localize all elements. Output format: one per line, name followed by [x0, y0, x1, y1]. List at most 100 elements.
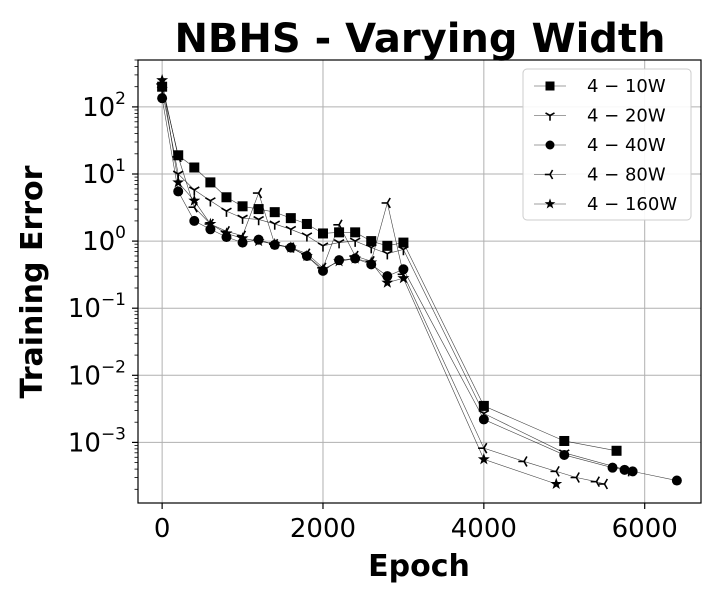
data-point [236, 232, 249, 244]
data-point [317, 242, 329, 252]
data-point [268, 237, 281, 250]
axis-ticks: 0 2000 4000 6000 10−3 10−2 10−1 100 101 102 [68, 59, 678, 544]
marker-stroke [177, 170, 184, 175]
data-point [570, 472, 580, 483]
data-point [204, 217, 217, 230]
data-point [478, 414, 489, 425]
data-point [559, 449, 570, 460]
legend-marker [545, 112, 555, 121]
data-point [366, 236, 377, 247]
plot-frame [137, 59, 702, 504]
legend-marker [545, 81, 555, 91]
data-point [550, 477, 563, 490]
data-point [300, 249, 313, 262]
data-point [478, 400, 489, 411]
marker-stroke [603, 478, 609, 485]
data-point [333, 239, 345, 249]
marker-stroke [483, 409, 490, 415]
data-point [349, 237, 361, 247]
legend-marker [544, 198, 556, 209]
data-point [188, 194, 201, 206]
data-point [237, 201, 248, 212]
data-point [156, 73, 169, 86]
data-point [189, 162, 200, 173]
legend-label: 4 − 40W [587, 135, 666, 156]
marker-stroke [205, 197, 211, 202]
marker-stroke [403, 245, 409, 251]
legend: 4 − 10W 4 − 20W 4 − 40W 4 − 80W 4 − 160W [522, 68, 692, 221]
data-point [173, 186, 184, 197]
data-point [350, 227, 361, 238]
marker-stroke [483, 442, 488, 449]
legend-item: 4 − 20W [534, 106, 666, 127]
series-5 [156, 73, 563, 490]
legend-label: 4 − 20W [587, 106, 666, 127]
data-point [253, 204, 264, 215]
data-point [284, 241, 297, 253]
data-point [285, 225, 297, 236]
series-line [161, 80, 557, 485]
legend-label: 4 − 10W [587, 76, 666, 97]
marker-stroke [555, 470, 560, 477]
marker-stroke [226, 207, 232, 212]
data-point [397, 271, 410, 284]
marker-stroke [290, 225, 297, 230]
data-point [590, 476, 601, 488]
x-tick-label: 0 [154, 514, 171, 544]
data-point [382, 271, 393, 282]
data-point [381, 250, 393, 260]
marker-stroke [523, 456, 528, 462]
data-point [607, 462, 618, 473]
x-axis-label: Epoch [368, 549, 470, 584]
marker-stroke [603, 483, 609, 490]
data-point [252, 187, 263, 199]
marker-stroke [177, 156, 182, 163]
marker-stroke [386, 202, 391, 209]
marker-stroke [317, 242, 324, 247]
x-tick-label: 2000 [290, 514, 356, 544]
marker-stroke [322, 242, 329, 247]
marker-stroke [193, 206, 198, 213]
data-point [627, 466, 638, 477]
data-point [559, 435, 570, 446]
y-axis-label: Training Error [15, 165, 50, 398]
y-tick-label: 100 [82, 223, 126, 257]
marker-stroke [257, 192, 263, 199]
data-point [611, 445, 622, 456]
legend-item: 4 − 80W [534, 165, 666, 186]
legend-item: 4 − 40W [534, 135, 666, 156]
data-point [157, 81, 168, 92]
series-lines [156, 73, 682, 490]
data-point [381, 197, 391, 209]
data-point [205, 197, 216, 207]
legend-label: 4 − 80W [587, 165, 666, 186]
legend-item: 4 − 160W [534, 194, 677, 215]
marker-stroke [333, 239, 340, 244]
marker-stroke [269, 220, 276, 225]
data-point [619, 464, 630, 475]
marker-stroke [237, 214, 243, 219]
marker-stroke [575, 477, 580, 483]
marker-stroke [386, 250, 393, 255]
data-point [253, 215, 265, 226]
data-point [598, 478, 609, 490]
data-point [269, 220, 281, 230]
data-point [382, 240, 393, 251]
marker-stroke [595, 481, 601, 488]
marker-stroke [545, 112, 551, 117]
y-tick-label: 101 [82, 156, 126, 190]
series-2 [156, 86, 634, 477]
marker-stroke [285, 225, 292, 230]
data-point [221, 207, 232, 217]
marker-stroke [209, 197, 216, 202]
marker-stroke [523, 461, 528, 467]
data-point [301, 232, 313, 242]
data-point [301, 218, 312, 229]
data-point [221, 192, 232, 203]
legend-marker [545, 140, 555, 150]
legend-marker [544, 169, 554, 180]
marker-stroke [258, 215, 265, 221]
data-point [333, 219, 343, 231]
